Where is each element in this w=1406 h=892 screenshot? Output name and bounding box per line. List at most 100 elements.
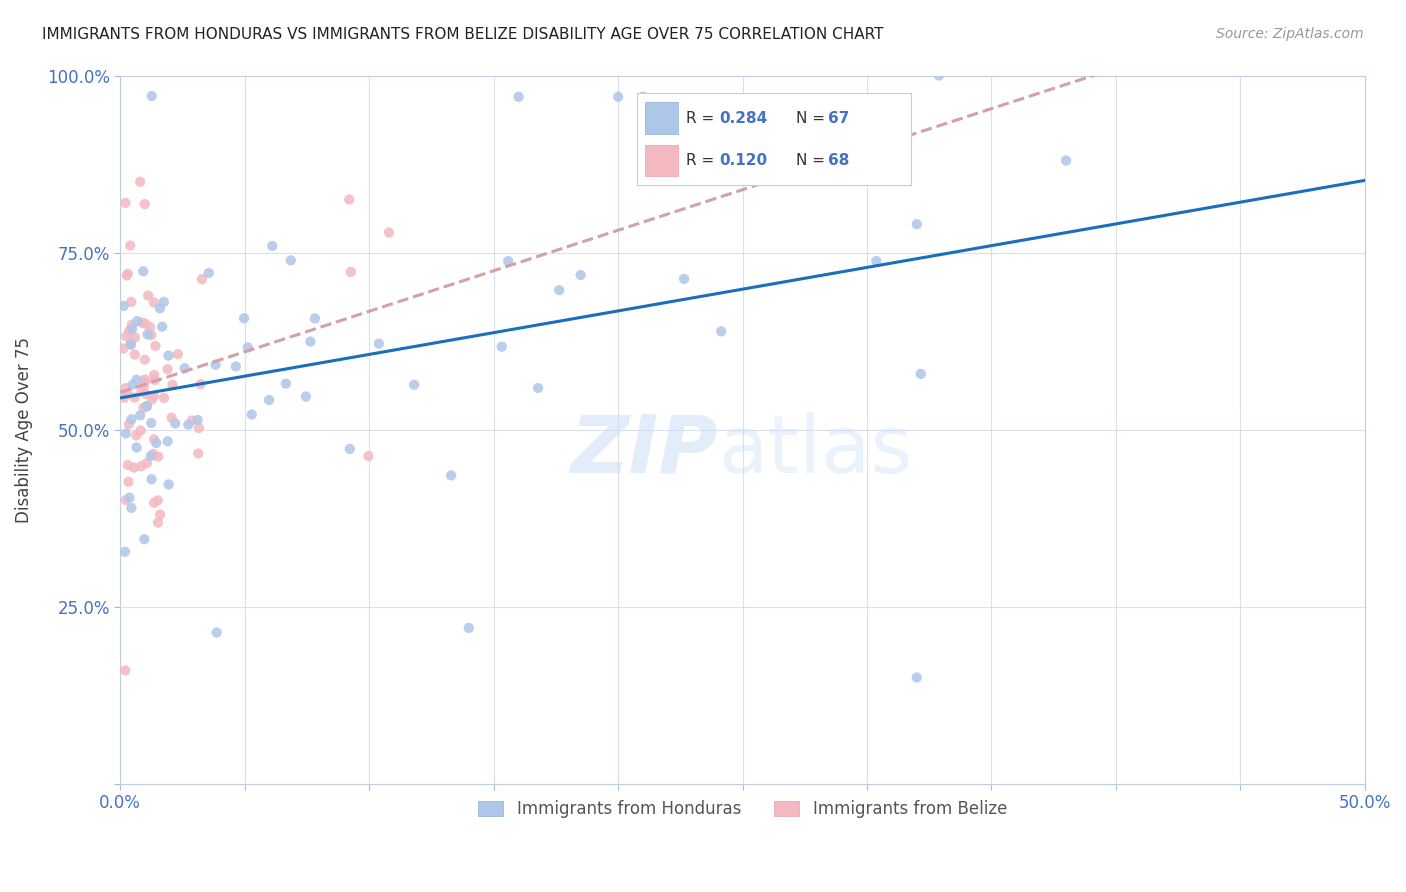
Point (156, 434, 179, 449)
Point (197, 266, 219, 280)
Point (149, 301, 172, 316)
Point (115, 426, 138, 441)
Point (114, 545, 136, 559)
Point (134, 317, 156, 331)
Point (134, 374, 156, 388)
Text: ZIP: ZIP (571, 412, 717, 490)
Point (136, 399, 159, 413)
Point (187, 413, 209, 427)
Point (117, 386, 139, 401)
Point (180, 413, 202, 427)
Point (120, 500, 142, 515)
Point (115, 493, 138, 508)
Point (143, 368, 166, 382)
Point (673, 272, 696, 286)
Point (121, 318, 143, 332)
Point (1054, 153, 1077, 168)
Point (404, 377, 426, 392)
Point (299, 334, 322, 349)
Point (173, 361, 195, 376)
Point (115, 329, 138, 343)
Point (132, 401, 155, 415)
Point (127, 314, 149, 328)
Point (134, 197, 156, 211)
Point (131, 384, 153, 399)
Point (117, 458, 139, 472)
Point (132, 379, 155, 393)
Point (233, 311, 256, 326)
Point (135, 387, 157, 401)
Point (177, 417, 200, 432)
Point (121, 322, 143, 336)
Point (304, 311, 326, 326)
Point (274, 376, 297, 391)
Point (240, 408, 263, 422)
Point (139, 320, 162, 334)
Point (440, 468, 463, 483)
Point (121, 412, 143, 426)
Point (187, 421, 209, 435)
Point (157, 349, 180, 363)
Point (496, 254, 519, 268)
Point (865, 254, 887, 268)
Point (114, 196, 136, 211)
Point (204, 358, 226, 372)
Point (262, 239, 284, 253)
Point (143, 496, 166, 510)
Text: Source: ZipAtlas.com: Source: ZipAtlas.com (1216, 27, 1364, 41)
Point (631, 89, 654, 103)
Point (120, 338, 142, 352)
Point (124, 330, 146, 344)
Point (190, 377, 212, 392)
Point (129, 175, 152, 189)
Point (112, 299, 135, 313)
Point (131, 316, 153, 330)
Point (295, 390, 318, 404)
Point (141, 328, 163, 343)
Point (905, 217, 928, 231)
Point (132, 264, 155, 278)
Point (367, 336, 389, 351)
Point (152, 294, 174, 309)
Point (527, 381, 550, 395)
Point (117, 475, 139, 489)
Point (120, 238, 142, 252)
Point (607, 89, 630, 103)
Point (143, 389, 166, 403)
Point (129, 424, 152, 438)
Point (143, 373, 166, 387)
Point (114, 664, 136, 678)
Point (339, 442, 361, 456)
Point (710, 324, 733, 338)
Point (187, 446, 209, 460)
Point (139, 449, 162, 463)
Point (112, 342, 135, 356)
Point (157, 477, 180, 491)
Point (508, 89, 530, 103)
Point (148, 450, 170, 464)
Point (156, 362, 179, 376)
Point (129, 459, 152, 474)
Text: atlas: atlas (717, 412, 912, 490)
Point (150, 319, 173, 334)
Point (378, 226, 401, 240)
Point (143, 432, 166, 446)
Point (124, 391, 146, 405)
Point (136, 288, 159, 302)
Point (257, 392, 280, 407)
Point (142, 295, 165, 310)
Point (149, 508, 172, 522)
Point (125, 441, 148, 455)
Point (120, 337, 142, 351)
Point (118, 324, 141, 338)
Point (910, 367, 932, 381)
Point (491, 340, 513, 354)
Point (457, 621, 479, 635)
Point (928, 69, 950, 83)
Point (205, 625, 228, 640)
Point (153, 391, 176, 405)
Y-axis label: Disability Age Over 75: Disability Age Over 75 (15, 336, 32, 523)
Point (357, 449, 380, 463)
Point (117, 267, 139, 281)
Point (124, 348, 146, 362)
